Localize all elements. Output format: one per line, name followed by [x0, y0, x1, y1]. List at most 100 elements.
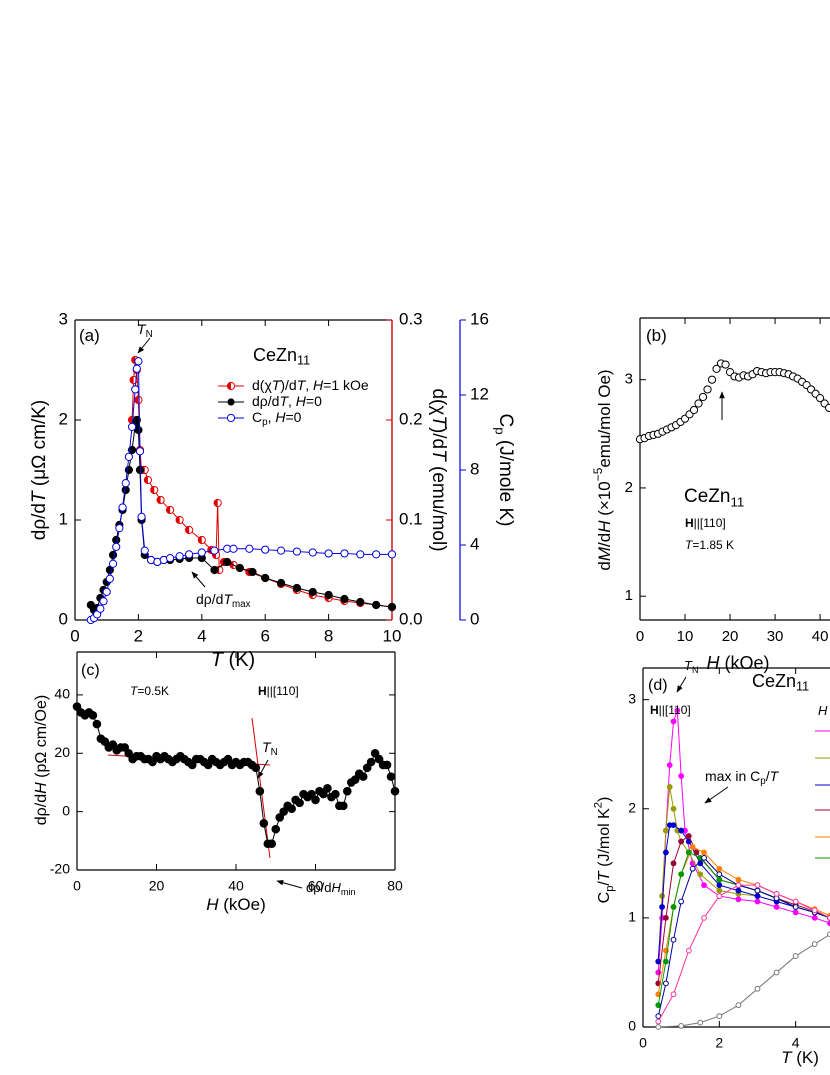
data-point [131, 385, 140, 394]
marker [271, 824, 281, 834]
marker [124, 452, 133, 461]
marker [287, 804, 296, 814]
data-point [792, 898, 799, 905]
marker [685, 947, 692, 954]
data-point [670, 991, 677, 998]
data-point [358, 772, 368, 781]
marker [223, 754, 233, 764]
marker [662, 980, 669, 987]
marker [121, 479, 130, 488]
marker [712, 364, 721, 373]
data-point [308, 548, 317, 557]
data-point [166, 554, 175, 563]
text-part: (b) [646, 326, 667, 345]
data-point [773, 904, 780, 910]
data-point [112, 542, 121, 551]
data-point [662, 849, 669, 856]
marker [366, 757, 376, 767]
data-point [792, 953, 799, 959]
marker [121, 485, 130, 495]
y2-axis-label: d(χT)/dT (emu/mol) [428, 388, 449, 551]
series-line [658, 933, 830, 1028]
marker [276, 578, 286, 588]
marker [701, 882, 707, 889]
x-tick-label: 10 [677, 628, 694, 645]
annotation: CeZn11 [684, 486, 744, 509]
text-part: (kOe) [719, 653, 769, 673]
marker [197, 548, 206, 557]
marker [229, 544, 238, 553]
marker-half [176, 516, 180, 524]
marker [670, 904, 677, 910]
data-point [185, 525, 194, 535]
data-point [678, 827, 685, 834]
y3-tick-label: 16 [470, 309, 489, 328]
plot-area [655, 707, 830, 1030]
marker-half [156, 496, 161, 504]
data-point [655, 1024, 662, 1030]
text-part: T [596, 870, 613, 881]
data-point [100, 737, 110, 746]
text-part: dρ/d [252, 393, 279, 409]
annotation: CeZn11 [752, 671, 809, 694]
arrow [137, 337, 151, 354]
data-point [792, 904, 799, 910]
data-point [689, 405, 699, 415]
data-point [678, 838, 685, 845]
data-point [674, 707, 681, 714]
text-part: CeZn [253, 345, 297, 365]
marker [137, 512, 146, 521]
marker [754, 985, 761, 992]
marker [773, 890, 780, 897]
data-point [108, 559, 118, 568]
x-tick-label: 10 [383, 626, 402, 645]
text-part: (a) [79, 326, 100, 345]
data-point [754, 887, 761, 894]
marker [248, 567, 257, 577]
y-tick-label: 40 [54, 686, 70, 702]
data-point [137, 512, 146, 521]
data-point [382, 760, 392, 770]
marker [754, 893, 761, 899]
text-part: =0 [285, 409, 301, 425]
marker [811, 941, 818, 947]
text-part: H [313, 377, 324, 393]
series-line [90, 419, 393, 611]
marker [792, 909, 799, 916]
marker [124, 748, 133, 758]
data-point [150, 485, 159, 495]
data-point [261, 573, 270, 583]
y-axis-label: Cp/T (J/mol K2) [593, 797, 616, 904]
data-point [716, 893, 723, 899]
data-point [703, 385, 712, 394]
data-point [99, 597, 108, 606]
marker [689, 405, 699, 415]
data-point [666, 784, 673, 790]
data-point [670, 904, 677, 910]
text-part: max in C [705, 768, 760, 784]
text-part: T [428, 415, 449, 428]
marker [703, 385, 712, 394]
text-part: p [493, 427, 508, 434]
marker [311, 795, 320, 805]
data-point [323, 783, 332, 793]
y-axis-label: dρ/dH (pΩ cm/Oe) [33, 695, 50, 825]
marker [127, 422, 137, 431]
data-point [386, 772, 396, 781]
data-point [387, 550, 397, 559]
data-point [197, 548, 206, 557]
data-point [255, 786, 265, 796]
marker [134, 357, 143, 366]
annotation: TN [137, 321, 153, 340]
text-part: CeZn [752, 671, 796, 691]
data-point [693, 849, 700, 856]
text-part: T [770, 768, 780, 784]
arrow [676, 676, 687, 693]
annotation: H||[110] [685, 516, 726, 530]
data-point [235, 563, 244, 573]
data-point [156, 495, 165, 505]
marker [754, 898, 761, 905]
marker [261, 545, 270, 554]
marker [678, 1023, 685, 1029]
data-point [372, 550, 381, 559]
